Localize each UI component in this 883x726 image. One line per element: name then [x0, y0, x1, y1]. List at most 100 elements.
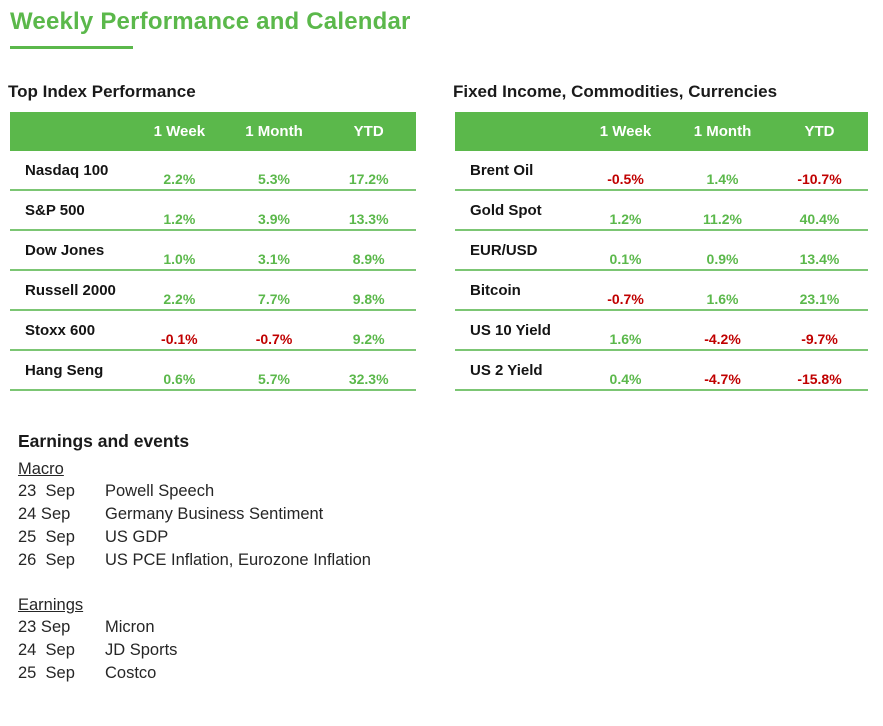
value-cell: 23.1%: [799, 291, 840, 307]
event-row: 23 Sep Powell Speech: [18, 480, 883, 503]
column-header: 1 Month: [245, 123, 303, 140]
event-name: US PCE Inflation, Eurozone Inflation: [105, 551, 371, 569]
event-date: 24 Sep: [18, 505, 71, 523]
table-header-row: 1 Week 1 Month YTD: [455, 112, 868, 151]
row-name: EUR/USD: [470, 241, 538, 259]
row-name: Russell 2000: [25, 281, 116, 299]
event-row: 23 Sep Micron: [18, 616, 883, 639]
event-name: Powell Speech: [105, 482, 215, 500]
event-name: Germany Business Sentiment: [105, 505, 324, 523]
event-name: JD Sports: [105, 641, 178, 659]
value-cell: 0.1%: [609, 251, 642, 267]
value-cell: 11.2%: [703, 211, 742, 227]
event-section: Macro 23 Sep Powell Speech 24 Sep Germany Bu…: [18, 460, 883, 572]
table-row: Dow Jones 1.0% 3.1% 8.9%: [10, 231, 416, 271]
value-cell: 3.9%: [258, 211, 290, 227]
column-header: 1 Week: [599, 123, 652, 140]
row-name: Stoxx 600: [25, 321, 96, 339]
value-cell: 9.8%: [352, 291, 385, 307]
event-name: US GDP: [105, 528, 169, 546]
value-cell: -0.1%: [161, 331, 198, 347]
value-cell: -15.8%: [797, 371, 842, 387]
value-cell: -4.7%: [704, 371, 741, 387]
table-row: Brent Oil -0.5% 1.4% -10.7%: [455, 151, 868, 191]
earnings-events-title: Earnings and events: [18, 431, 190, 451]
value-cell: -10.7%: [797, 171, 842, 187]
value-cell: 7.7%: [258, 291, 290, 307]
value-cell: 1.6%: [706, 291, 739, 307]
event-section-label: Macro: [18, 460, 64, 478]
value-cell: 1.0%: [163, 251, 196, 267]
event-date: 26 Sep: [18, 551, 75, 569]
value-cell: 13.3%: [348, 211, 389, 227]
value-cell: 9.2%: [352, 331, 385, 347]
value-cell: 5.3%: [258, 171, 290, 187]
event-row: 25 Sep Costco: [18, 662, 883, 685]
table-body: Brent Oil -0.5% 1.4% -10.7% Gold Spot 1.2% 11.…: [455, 151, 868, 391]
row-name: Bitcoin: [470, 281, 521, 299]
row-name: Hang Seng: [25, 361, 104, 379]
event-row: 24 Sep JD Sports: [18, 639, 883, 662]
tables-row: Top Index Performance 1 Week 1 Month YTD N…: [8, 82, 883, 391]
event-date: 23 Sep: [18, 618, 71, 636]
page-title: Weekly Performance and Calendar: [10, 8, 411, 35]
value-cell: 1.6%: [609, 331, 642, 347]
value-cell: 2.2%: [163, 171, 196, 187]
value-cell: 40.4%: [799, 211, 840, 227]
table-row: EUR/USD 0.1% 0.9% 13.4%: [455, 231, 868, 271]
value-cell: -0.7%: [255, 331, 293, 347]
table-row: US 2 Yield 0.4% -4.7% -15.8%: [455, 351, 868, 391]
table-row: Gold Spot 1.2% 11.2% 40.4%: [455, 191, 868, 231]
event-row: 24 Sep Germany Business Sentiment: [18, 503, 883, 526]
section-title: Top Index Performance: [8, 82, 196, 101]
value-cell: -9.7%: [801, 331, 838, 347]
value-cell: 0.6%: [163, 371, 196, 387]
ficc-section: Fixed Income, Commodities, Currencies 1 …: [453, 82, 868, 391]
event-section: Earnings 23 Sep Micron 24 Sep JD Sports 25 Se…: [18, 596, 883, 685]
table-row: Hang Seng 0.6% 5.7% 32.3%: [10, 351, 416, 391]
value-cell: 1.4%: [706, 171, 739, 187]
event-date: 25 Sep: [18, 528, 75, 546]
event-date: 24 Sep: [18, 641, 75, 659]
value-cell: -0.7%: [607, 291, 644, 307]
value-cell: 0.9%: [706, 251, 739, 267]
value-cell: 8.9%: [352, 251, 385, 267]
report-page: Weekly Performance and Calendar Top Inde…: [0, 8, 883, 726]
value-cell: 2.2%: [163, 291, 196, 307]
row-name: US 2 Yield: [470, 361, 543, 379]
value-cell: 13.4%: [799, 251, 840, 267]
value-cell: 32.3%: [348, 371, 389, 387]
event-sections: Macro 23 Sep Powell Speech 24 Sep Germany Bu…: [18, 460, 883, 685]
value-cell: 1.2%: [163, 211, 196, 227]
column-header: YTD: [353, 123, 384, 140]
event-date: 25 Sep: [18, 664, 75, 682]
value-cell: 5.7%: [258, 371, 290, 387]
row-name: S&P 500: [25, 201, 85, 219]
row-name: Brent Oil: [470, 161, 534, 179]
value-cell: 3.1%: [258, 251, 290, 267]
row-name: Nasdaq 100: [25, 161, 109, 179]
table-row: US 10 Yield 1.6% -4.2% -9.7%: [455, 311, 868, 351]
index-performance-section: Top Index Performance 1 Week 1 Month YTD N…: [8, 82, 416, 391]
table-row: Stoxx 600 -0.1% -0.7% 9.2%: [10, 311, 416, 351]
table-body: Nasdaq 100 2.2% 5.3% 17.2% S&P 500 1.2% 3.9% 13…: [10, 151, 416, 391]
earnings-events-section: Earnings and events Macro 23 Sep Powell Sp…: [18, 431, 883, 685]
event-row: 26 Sep US PCE Inflation, Eurozone Inflati…: [18, 549, 883, 572]
row-name: Dow Jones: [25, 241, 105, 259]
table-row: Nasdaq 100 2.2% 5.3% 17.2%: [10, 151, 416, 191]
table-header-row: 1 Week 1 Month YTD: [10, 112, 416, 151]
title-underline: [10, 46, 133, 49]
table-row: Russell 2000 2.2% 7.7% 9.8%: [10, 271, 416, 311]
column-header: YTD: [804, 123, 835, 140]
table-row: S&P 500 1.2% 3.9% 13.3%: [10, 191, 416, 231]
event-date: 23 Sep: [18, 482, 75, 500]
row-name: US 10 Yield: [470, 321, 551, 339]
event-row: 25 Sep US GDP: [18, 526, 883, 549]
value-cell: 1.2%: [609, 211, 642, 227]
event-name: Micron: [105, 618, 155, 636]
event-name: Costco: [105, 664, 157, 682]
column-header: 1 Month: [693, 123, 752, 140]
row-name: Gold Spot: [470, 201, 542, 219]
value-cell: 0.4%: [609, 371, 642, 387]
value-cell: -4.2%: [704, 331, 741, 347]
